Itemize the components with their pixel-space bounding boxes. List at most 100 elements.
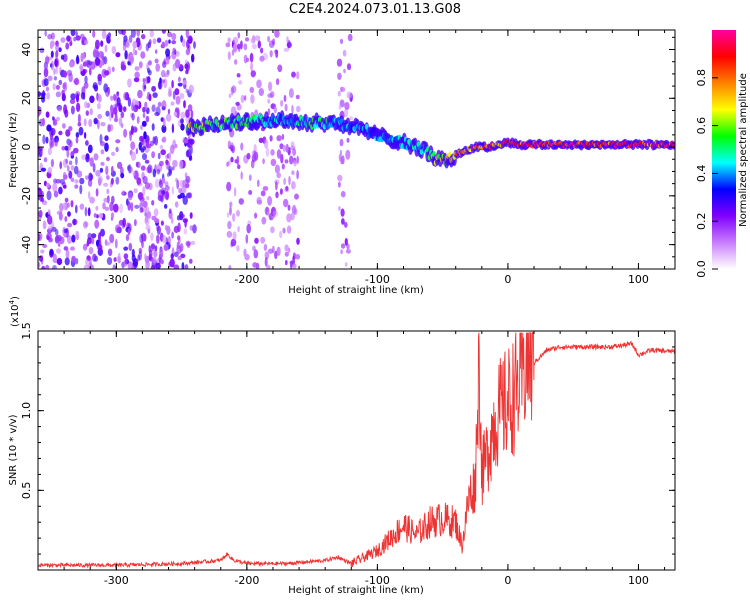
heatmap-cell [164,204,168,209]
heatmap-cell [186,39,190,50]
heatmap-cell [93,84,99,92]
heatmap-cell [148,249,153,259]
heatmap-cell [236,245,240,252]
heatmap-cell [85,154,90,163]
heatmap-cell [183,139,189,144]
heatmap-cell [272,245,275,254]
heatmap-cell [340,159,345,165]
heatmap-cell [64,257,70,266]
heatmap-cell [134,127,138,133]
heatmap-cell [148,93,152,102]
heatmap-cell [46,235,50,240]
heatmap-cell [234,59,238,65]
heatmap-cell [165,159,169,165]
heatmap-cell [252,245,256,252]
heatmap-cell [189,212,193,219]
heatmap-cell [70,105,75,115]
heatmap-cell [79,65,84,72]
heatmap-cell [75,204,78,214]
snr-y-tick-label: 1.5 [20,322,33,340]
heatmap-cell [337,72,342,81]
heatmap-cell [254,237,259,244]
heatmap-cell [49,249,54,256]
heatmap-cell [61,93,66,102]
heatmap-cell [165,185,170,192]
heatmap-cell [236,209,240,217]
heatmap-cell [145,206,150,213]
heatmap-cell [177,222,181,233]
heatmap-cell [229,206,232,216]
heatmap-cell [100,122,106,127]
heatmap-cell [154,58,159,64]
heatmap-cell [346,63,352,71]
heatmap-cell [52,137,57,143]
heatmap-cell [158,179,164,189]
heatmap-cell [234,159,239,164]
heatmap-cell [284,103,288,112]
heatmap-cell [134,66,140,71]
heatmap-cell [123,253,129,260]
heatmap-cell [251,43,257,50]
heatmap-cell [55,116,61,122]
heatmap-cell [89,67,92,76]
heatmap-cell [147,164,153,174]
heatmap-cell [124,257,128,267]
heatmap-cell [272,38,276,46]
heatmap-cell [116,161,123,169]
heatmap-cell [145,76,150,84]
heatmap-cell [142,200,148,208]
heatmap-cell [76,102,81,113]
heatmap-cell [185,150,190,158]
heatmap-cell [132,41,138,49]
heatmap-cell [60,54,65,60]
heatmap-cell [45,136,49,144]
heatmap-cell [269,50,273,58]
heatmap-cell [233,43,238,53]
heatmap-cell [253,249,259,259]
heatmap-cell [89,174,94,180]
heatmap-cell [106,188,110,194]
heatmap-cell [160,259,164,265]
heatmap-cell [284,244,289,252]
heatmap-cell [260,47,264,54]
heatmap-cell [340,190,346,198]
heatmap-cell [98,232,101,242]
heatmap-cell [184,264,189,269]
heatmap-cell [94,219,100,229]
heatmap-cell [140,200,144,206]
heatmap-cell [75,56,80,65]
heatmap-cell [111,66,115,73]
heatmap-cell [109,233,115,244]
heatmap-cell [77,121,82,127]
heatmap-x-tick-label: 0 [504,273,511,286]
heatmap-cell [144,182,150,190]
heatmap-cell [175,95,181,105]
heatmap-cell [150,264,156,269]
heatmap-cell [64,109,69,118]
heatmap-cell [109,201,114,212]
heatmap-cell [66,148,70,158]
heatmap-cell [227,220,232,230]
snr-y-tick-label: 0.5 [20,482,33,500]
heatmap-cell [64,145,69,151]
heatmap-cell [170,101,175,106]
heatmap-cell [62,202,67,211]
heatmap-cell [155,262,161,269]
heatmap-cell [162,235,167,244]
heatmap-cell [75,258,79,265]
heatmap-cell [243,95,247,101]
heatmap-cell [347,33,353,42]
heatmap-cell [127,227,131,236]
heatmap-cell [59,161,62,170]
heatmap-cell [111,46,117,54]
heatmap-cell [46,182,50,188]
heatmap-cell [127,201,131,211]
heatmap-cell [117,252,121,261]
heatmap-cell [99,133,103,144]
heatmap-cell [70,150,75,156]
heatmap-cell [65,249,70,259]
heatmap-cell [291,104,294,115]
heatmap-cell [169,258,175,268]
heatmap-cell [38,142,41,147]
heatmap-cell [336,58,343,67]
